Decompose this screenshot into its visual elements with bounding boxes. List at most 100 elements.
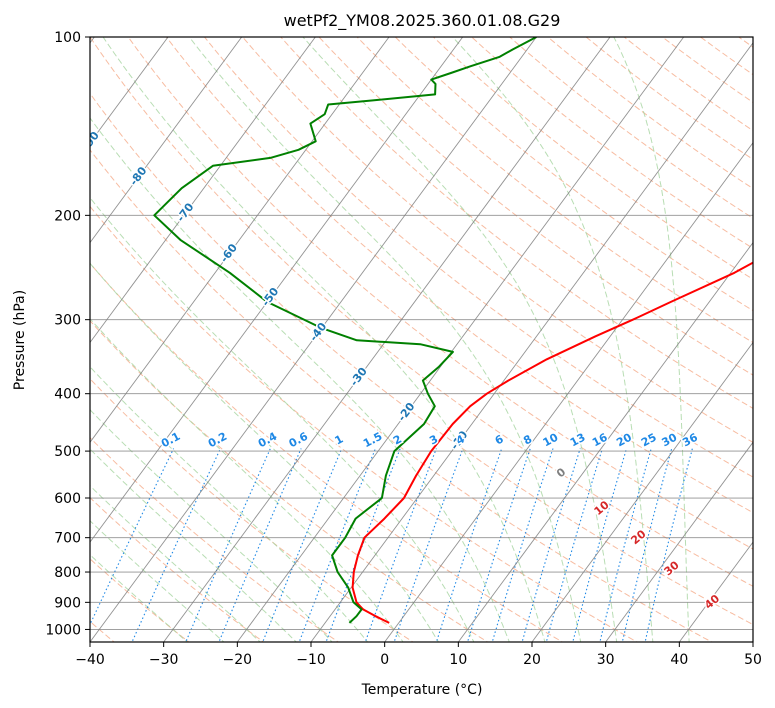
dry-adiabat	[318, 37, 753, 376]
dry-adiabat	[90, 497, 265, 642]
isotherm-label: -60	[218, 241, 241, 265]
y-tick-label: 200	[54, 208, 81, 224]
dry-adiabat-label: 20	[628, 527, 648, 547]
dry-adiabat	[165, 37, 753, 514]
mixing-ratio-label: 0.2	[206, 430, 229, 451]
mixing-ratio-line	[521, 448, 581, 642]
isotherm-line	[90, 37, 169, 144]
isotherm-line	[236, 37, 685, 642]
moist-adiabat	[188, 37, 582, 642]
mixing-ratio-line	[262, 448, 343, 642]
mixing-ratio-label: 36	[680, 431, 700, 450]
y-tick-label: 1000	[45, 622, 81, 638]
dry-adiabat	[758, 24, 775, 645]
dewpoint-profile	[153, 37, 537, 624]
y-tick-label: 700	[54, 531, 81, 547]
isotherm-label: -50	[259, 285, 282, 309]
chart-title: wetPf2_YM08.2025.360.01.08.G29	[284, 11, 561, 31]
isotherm-line	[90, 37, 390, 444]
mixing-ratio-label: 3	[427, 432, 440, 447]
plot-frame	[89, 36, 754, 643]
temperature-profile	[351, 261, 753, 624]
mixing-ratio-line	[90, 448, 175, 626]
x-tick-label: −10	[296, 652, 326, 668]
moist-adiabat	[90, 317, 404, 642]
dry-adiabat	[241, 37, 753, 443]
mixing-ratio-line	[131, 448, 221, 642]
dry-adiabat	[203, 37, 753, 478]
moist-adiabat	[90, 197, 475, 642]
dry-adiabat-label: 0	[554, 465, 568, 480]
y-tick-label: 900	[54, 595, 81, 611]
dry-adiabat	[90, 37, 753, 587]
isotherm-label: -90	[79, 129, 102, 153]
mixing-ratio-label: 1	[333, 432, 346, 447]
dry-adiabat	[90, 436, 340, 642]
moist-adiabat	[90, 448, 297, 642]
dry-adiabat	[661, 37, 753, 103]
isotherm-line	[531, 341, 753, 642]
x-tick-label: −30	[149, 652, 179, 668]
moist-adiabat	[90, 554, 188, 642]
dry-adiabat	[394, 37, 753, 312]
x-axis-label: Temperature (°C)	[361, 682, 483, 698]
dry-adiabat-label: 40	[702, 592, 722, 612]
isotherm-label: -100	[38, 79, 65, 109]
mixing-ratio-label: 0.4	[256, 430, 280, 451]
isotherm-label: -20	[395, 400, 418, 424]
dry-adiabat	[90, 92, 753, 626]
x-tick-label: 30	[597, 652, 615, 668]
y-axis-label: Pressure (hPa)	[12, 290, 28, 390]
mixing-ratio-label: 13	[568, 431, 588, 450]
moist-adiabat	[90, 485, 261, 642]
isotherm-line	[90, 37, 316, 344]
mixing-ratio-line	[185, 448, 271, 642]
dry-adiabat	[280, 37, 753, 409]
moist-adiabat	[90, 117, 510, 642]
line-labels: -100-90-80-70-60-50-40-30-20-100.1 0.2 0.4…	[38, 79, 724, 613]
isotherm-line	[752, 641, 753, 642]
moist-adiabat	[302, 37, 618, 642]
x-tick-label: 40	[670, 652, 688, 668]
dry-adiabat	[623, 37, 753, 132]
moist-adiabat	[451, 37, 654, 642]
mixing-ratio-label: 6	[493, 432, 506, 447]
isotherm-label: -70	[174, 200, 197, 224]
dry-adiabat	[470, 37, 753, 250]
dry-adiabat	[90, 262, 564, 642]
isotherm-label: -80	[127, 164, 150, 188]
moist-adiabat	[613, 37, 690, 642]
isotherm-line	[310, 42, 753, 642]
mixing-ratio-line	[545, 448, 603, 642]
dry-adiabat-label: 10	[592, 498, 612, 518]
mixing-ratio-label: 0.1	[159, 430, 182, 451]
mixing-ratio-line	[393, 448, 464, 642]
isotherm-line	[457, 241, 753, 642]
isotherm-line	[384, 142, 753, 642]
isotherm-line	[90, 37, 243, 244]
x-tick-label: 0	[380, 652, 389, 668]
x-tick-label: −20	[223, 652, 253, 668]
mixing-ratio-label: 25	[639, 431, 659, 450]
mixing-ratio-label: 10	[541, 431, 561, 450]
dry-adiabat	[699, 37, 753, 76]
mixing-ratio-line	[218, 448, 302, 642]
mixing-ratio-label: 0.6	[287, 430, 311, 451]
mixing-ratio-line	[491, 448, 554, 642]
dry-adiabat	[90, 320, 489, 642]
mixing-ratio-label: 16	[590, 431, 610, 450]
x-tick-label: 50	[744, 652, 762, 668]
isotherm-line	[163, 37, 611, 642]
y-tick-label: 500	[54, 444, 81, 460]
mixing-ratio-line	[599, 448, 652, 642]
dry-adiabat	[90, 149, 713, 642]
isotherm-line	[90, 37, 464, 543]
dry-adiabat	[127, 37, 753, 550]
background-lines	[90, 24, 775, 645]
x-tick-label: 20	[523, 652, 541, 668]
y-tick-label: 400	[54, 387, 81, 403]
sounding-profiles	[153, 37, 753, 624]
axis-ticks: −40 −30 −20 −10 0 10 20 30 40 5010020030040050060…	[45, 30, 762, 668]
y-tick-label: 300	[54, 313, 81, 329]
mixing-ratio-line	[435, 448, 503, 642]
